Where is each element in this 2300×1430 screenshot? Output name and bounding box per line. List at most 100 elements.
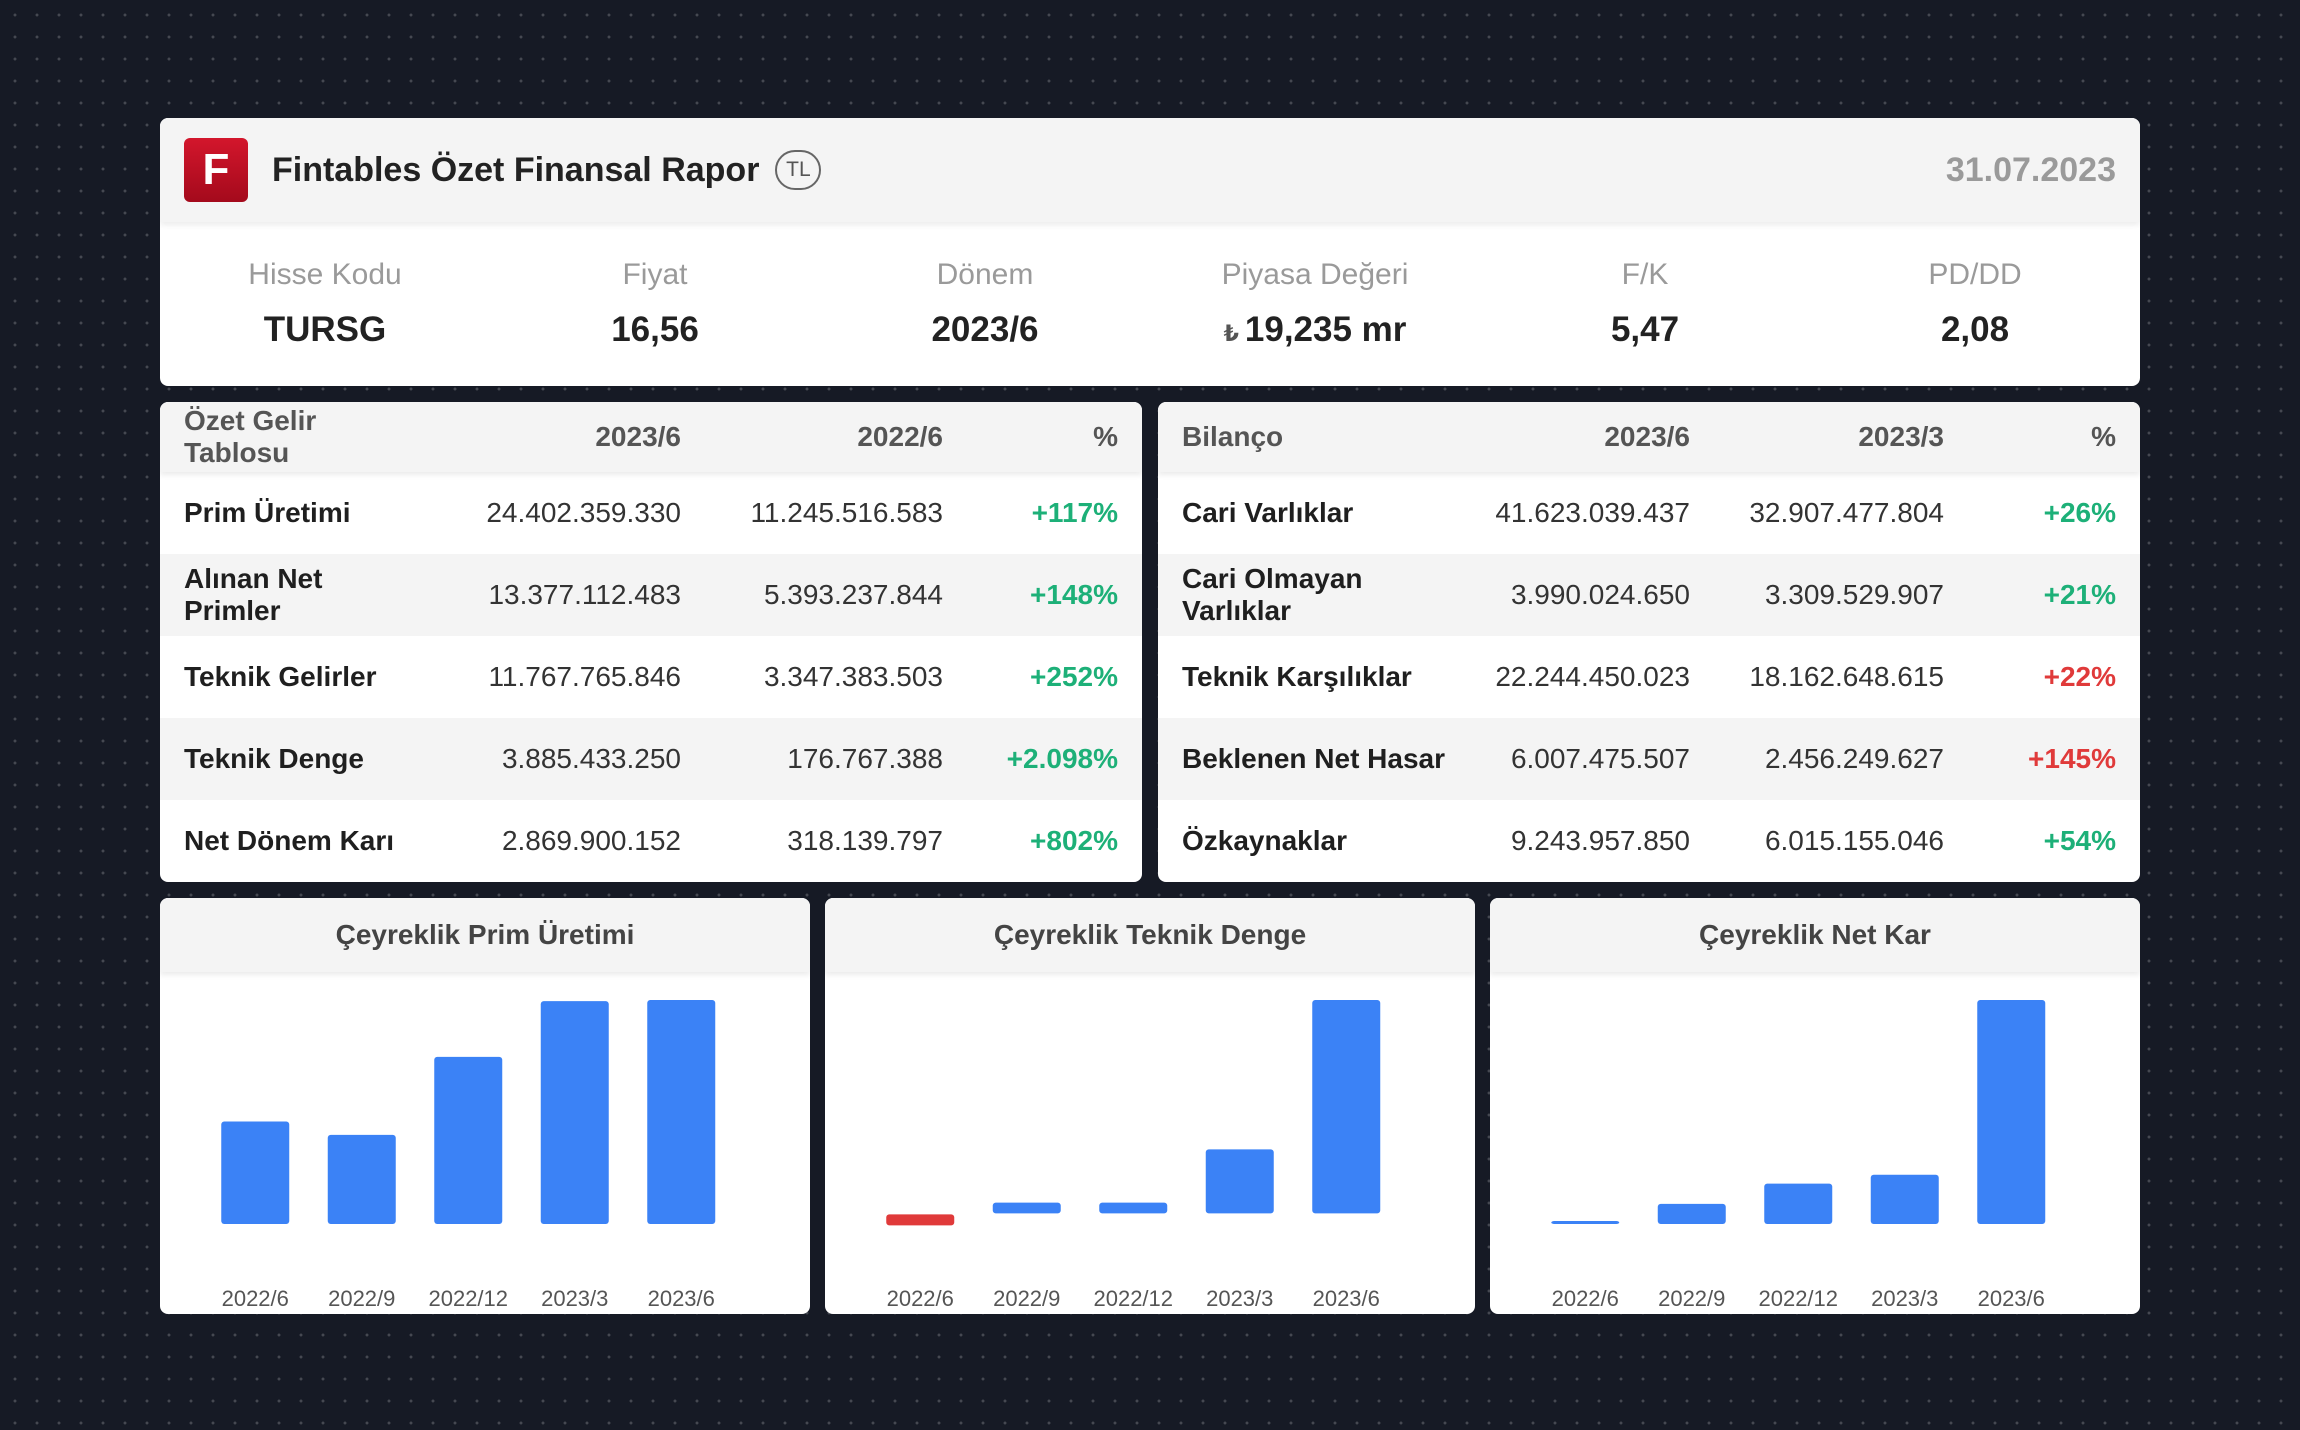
- column-header: 2022/6: [857, 421, 943, 452]
- cell-change: +54%: [2043, 825, 2116, 856]
- column-header: Özet Gelir Tablosu: [184, 405, 317, 468]
- cell-previous: 18.162.648.615: [1749, 661, 1944, 692]
- x-tick-label: 2022/9: [993, 1286, 1060, 1311]
- x-tick-label: 2023/6: [1313, 1286, 1380, 1311]
- balance-sheet-table: Bilanço 2023/6 2023/3 % Cari Varlıklar 4…: [1158, 402, 2140, 882]
- balance-sheet-card: Bilanço 2023/6 2023/3 % Cari Varlıklar 4…: [1158, 402, 2140, 882]
- table-row: Teknik Karşılıklar 22.244.450.023 18.162…: [1158, 636, 2140, 718]
- income-statement-card: Özet Gelir Tablosu 2023/6 2022/6 % Prim …: [160, 402, 1142, 882]
- cell-previous: 3.347.383.503: [763, 661, 943, 692]
- cell-previous: 318.139.797: [787, 825, 943, 856]
- x-tick-label: 2022/6: [1552, 1286, 1619, 1311]
- column-header: Bilanço: [1182, 421, 1284, 452]
- row-label: Alınan Net Primler: [184, 563, 323, 626]
- metric-value: 5,47: [1610, 310, 1680, 349]
- row-label: Cari Olmayan Varlıklar: [1182, 563, 1363, 626]
- report-title: Fintables Özet Finansal Rapor: [272, 150, 760, 189]
- cell-current: 2.869.900.152: [501, 825, 681, 856]
- bar-2022/12: [1099, 1202, 1168, 1214]
- cell-change: +21%: [2043, 579, 2116, 610]
- table-row: Net Dönem Karı 2.869.900.152 318.139.797…: [160, 800, 1142, 882]
- cell-change: +117%: [1031, 497, 1118, 528]
- metric-label: Dönem: [936, 258, 1034, 291]
- row-label: Cari Varlıklar: [1182, 497, 1354, 528]
- metric-label: Hisse Kodu: [248, 258, 402, 291]
- bar-2023/3: [540, 1001, 609, 1224]
- cell-change: +26%: [2043, 497, 2116, 528]
- chart-title: Çeyreklik Prim Üretimi: [160, 898, 810, 972]
- metric-label: Fiyat: [622, 258, 688, 291]
- table-row: Cari Olmayan Varlıklar 3.990.024.650 3.3…: [1158, 554, 2140, 636]
- table-row: Prim Üretimi 24.402.359.330 11.245.516.5…: [160, 472, 1142, 554]
- x-tick-label: 2022/9: [1658, 1286, 1725, 1311]
- cell-current: 41.623.039.437: [1495, 497, 1690, 528]
- cell-previous: 3.309.529.907: [1764, 579, 1944, 610]
- x-tick-label: 2022/6: [222, 1286, 289, 1311]
- table-row: Teknik Denge 3.885.433.250 176.767.388 +…: [160, 718, 1142, 800]
- bar-2023/3: [1870, 1174, 1939, 1224]
- metric-value: 2,08: [1940, 310, 2010, 349]
- column-header: 2023/6: [1604, 421, 1690, 452]
- metric-value: 16,56: [611, 310, 699, 349]
- chart-net-profit: 2022/6 2022/9 2022/12 2023/3 2023/6: [1551, 1000, 2046, 1311]
- metric-period: Dönem 2023/6: [820, 258, 1150, 350]
- metric-value: 2023/6: [931, 310, 1039, 349]
- bar-2022/9: [327, 1134, 396, 1224]
- cell-previous: 11.245.516.583: [750, 497, 943, 528]
- column-header: %: [1093, 421, 1118, 452]
- cell-previous: 32.907.477.804: [1749, 497, 1944, 528]
- table-row: Beklenen Net Hasar 6.007.475.507 2.456.2…: [1158, 718, 2140, 800]
- bar-2022/6: [886, 1214, 955, 1226]
- table-row: Özkaynaklar 9.243.957.850 6.015.155.046 …: [1158, 800, 2140, 882]
- cell-previous: 176.767.388: [787, 743, 943, 774]
- cell-change: +2.098%: [1006, 743, 1118, 774]
- metric-pe: F/K 5,47: [1480, 258, 1810, 350]
- cell-current: 6.007.475.507: [1510, 743, 1690, 774]
- metric-market-cap: Piyasa Değeri ₺ 19,235 mr: [1150, 258, 1480, 350]
- column-header: 2023/6: [595, 421, 681, 452]
- cell-change: +148%: [1030, 579, 1118, 610]
- cell-change: +22%: [2043, 661, 2116, 692]
- x-tick-label: 2023/3: [1206, 1286, 1273, 1311]
- x-tick-label: 2022/12: [1758, 1286, 1838, 1311]
- currency-badge: TL: [775, 150, 822, 190]
- report-header-card: F Fintables Özet Finansal Rapor TL 31.07…: [160, 118, 2140, 386]
- bar-2022/9: [1657, 1203, 1726, 1224]
- row-label: Net Dönem Karı: [184, 825, 395, 856]
- chart-premium-production: 2022/6 2022/9 2022/12 2023/3 2023/6: [221, 1000, 716, 1311]
- bar-2023/6: [1977, 1000, 2046, 1224]
- table-row: Cari Varlıklar 41.623.039.437 32.907.477…: [1158, 472, 2140, 554]
- cell-current: 3.990.024.650: [1510, 579, 1690, 610]
- fintables-logo: F: [184, 138, 248, 202]
- cell-change: +252%: [1030, 661, 1118, 692]
- metric-label: PD/DD: [1928, 258, 2022, 291]
- row-label: Teknik Karşılıklar: [1182, 661, 1412, 692]
- cell-previous: 6.015.155.046: [1764, 825, 1944, 856]
- x-tick-label: 2023/3: [1871, 1286, 1938, 1311]
- x-tick-label: 2023/6: [1978, 1286, 2045, 1311]
- metric-value: TURSG: [263, 310, 387, 349]
- cell-change: +145%: [2028, 743, 2116, 774]
- bar-2022/12: [434, 1056, 503, 1224]
- metric-label: F/K: [1621, 258, 1669, 291]
- metric-value: ₺ 19,235 mr: [1150, 310, 1480, 350]
- key-metrics: Hisse Kodu TURSG Fiyat 16,56 Dönem 2023/…: [160, 222, 2140, 386]
- metric-pb: PD/DD 2,08: [1810, 258, 2140, 350]
- x-tick-label: 2022/12: [1093, 1286, 1173, 1311]
- bar-2023/6: [1312, 1000, 1381, 1214]
- chart-card-technical-balance: Çeyreklik Teknik Denge 2022/6 2022/9 2022/…: [825, 898, 1475, 1314]
- cell-current: 24.402.359.330: [486, 497, 681, 528]
- row-label: Prim Üretimi: [184, 497, 351, 528]
- cell-previous: 2.456.249.627: [1764, 743, 1944, 774]
- row-label: Teknik Denge: [184, 743, 364, 774]
- cell-current: 9.243.957.850: [1510, 825, 1690, 856]
- chart-card-net-profit: Çeyreklik Net Kar 2022/6 2022/9 2022/12 202…: [1490, 898, 2140, 1314]
- bar-2023/3: [1205, 1149, 1274, 1214]
- chart-technical-balance: 2022/6 2022/9 2022/12 2023/3 2023/6: [886, 1000, 1381, 1311]
- column-header: 2023/3: [1858, 421, 1944, 452]
- column-header: %: [2091, 421, 2116, 452]
- row-label: Beklenen Net Hasar: [1182, 743, 1446, 774]
- header-bar: F Fintables Özet Finansal Rapor TL 31.07…: [160, 118, 2140, 222]
- metric-label: Piyasa Değeri: [1221, 258, 1409, 291]
- bar-2022/6: [1551, 1221, 1620, 1224]
